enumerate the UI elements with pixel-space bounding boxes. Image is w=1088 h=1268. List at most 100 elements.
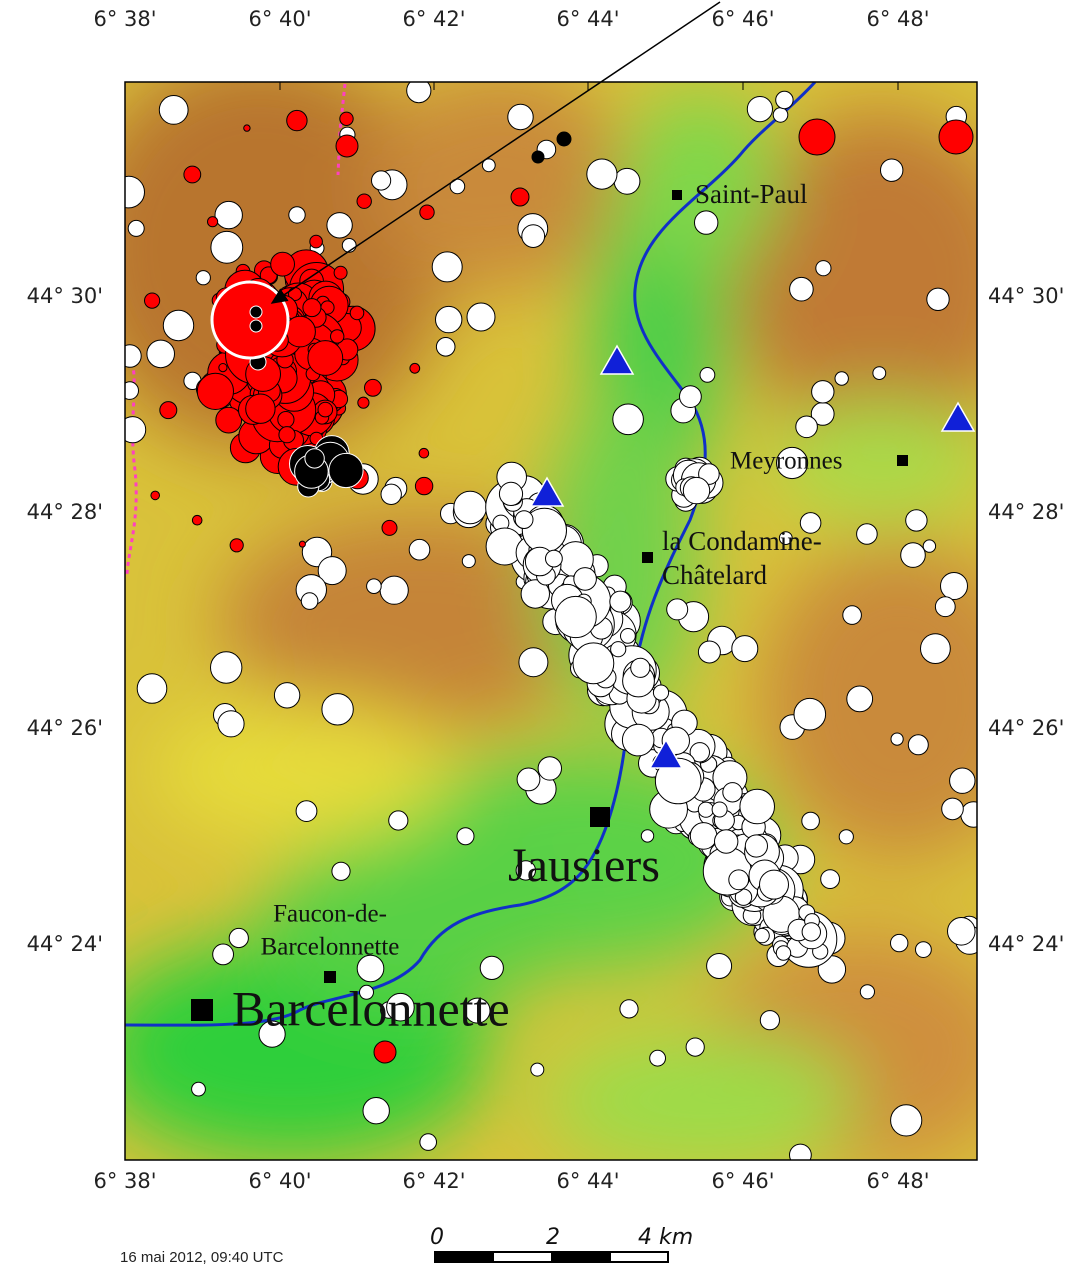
earthquake [365,379,382,396]
earthquake [613,404,644,435]
earthquake [522,225,545,248]
earthquake [467,303,495,331]
earthquake [776,91,793,108]
earthquake [707,954,732,979]
earthquake [211,652,242,683]
lon-tick-label: 6° 48' [866,1169,929,1193]
earthquake [881,159,903,181]
lon-tick-label: 6° 46' [711,7,774,31]
lon-tick-label: 6° 40' [248,7,311,31]
earthquake [650,1050,666,1066]
earthquake [358,397,369,408]
earthquake [622,724,654,756]
earthquake [184,166,201,183]
earthquake [857,524,878,545]
earthquake [192,1082,206,1096]
earthquake [120,417,146,443]
earthquake [480,956,503,979]
date-label: 16 mai 2012, 09:40 UTC [120,1249,284,1266]
earthquake [192,515,202,525]
lat-tick-label: 44° 28' [27,500,103,524]
earthquake [380,576,408,604]
earthquake [215,201,242,228]
terrain [70,50,1040,1170]
earthquake [802,812,820,830]
earthquake [322,694,353,725]
earthquake [950,768,975,793]
earthquake [614,168,640,194]
earthquake [796,416,818,438]
earthquake [310,235,323,248]
earthquake [410,363,420,373]
lat-tick-label: 44° 26' [27,716,103,740]
earthquake [274,683,299,708]
earthquake [755,928,769,942]
earthquake [419,448,429,458]
lon-tick-label: 6° 42' [402,7,465,31]
earthquake [927,288,949,310]
lat-tick-label: 44° 24' [27,932,103,956]
earthquake [336,135,358,157]
earthquake [318,402,333,417]
scale-label: 4 km [638,1225,693,1250]
earthquake [454,491,487,524]
lat-tick-label: 44° 26' [988,716,1064,740]
earthquake [515,511,533,529]
earthquake [436,306,462,332]
earthquake [218,711,244,737]
map-figure: Saint-Paul Meyronnes la Condamine- Châte… [0,0,1088,1268]
earthquake [961,802,986,827]
earthquake [382,520,397,535]
scale-bar [435,1252,668,1262]
earthquake [729,870,749,890]
earthquake [700,368,715,383]
earthquake [573,643,614,684]
earthquake [620,1000,638,1018]
earthquake [794,698,826,730]
earthquake [760,1011,779,1030]
earthquake [229,928,248,947]
earthquake [621,629,636,644]
lat-tick-label: 44° 30' [27,284,103,308]
earthquake [244,125,250,131]
earthquake [790,277,814,301]
earthquake [891,1105,922,1136]
earthquake [653,685,668,700]
earthquake [683,477,709,503]
earthquake [517,768,540,791]
earthquake [667,599,688,620]
earthquake [712,802,727,817]
lon-tick-label: 6° 38' [93,7,156,31]
place-label: Saint-Paul [695,179,808,209]
place-label: Barcelonnette [261,934,400,961]
earthquake [163,310,193,340]
earthquake [906,510,927,531]
earthquake [816,261,831,276]
earthquake [420,205,434,219]
earthquake [296,801,317,822]
earthquake [839,830,853,844]
earthquake [381,484,401,504]
earthquake [923,540,935,552]
earthquake [538,757,561,780]
earthquake [160,402,177,419]
earthquake [557,132,571,146]
earthquake [732,636,758,662]
earthquake [278,412,294,428]
earthquake [860,985,874,999]
earthquake [334,266,347,279]
lat-tick-label: 44° 30' [988,284,1064,308]
earthquake [843,606,862,625]
lon-tick-label: 6° 38' [93,1169,156,1193]
earthquake [230,539,243,552]
earthquake [680,386,702,408]
earthquake [462,555,475,568]
earthquake [901,543,926,568]
earthquake [499,482,522,505]
earthquake [873,367,886,380]
earthquake [415,477,432,494]
earthquake [935,597,955,617]
earthquake [145,293,160,308]
earthquake [432,252,462,282]
earthquake [213,944,234,965]
